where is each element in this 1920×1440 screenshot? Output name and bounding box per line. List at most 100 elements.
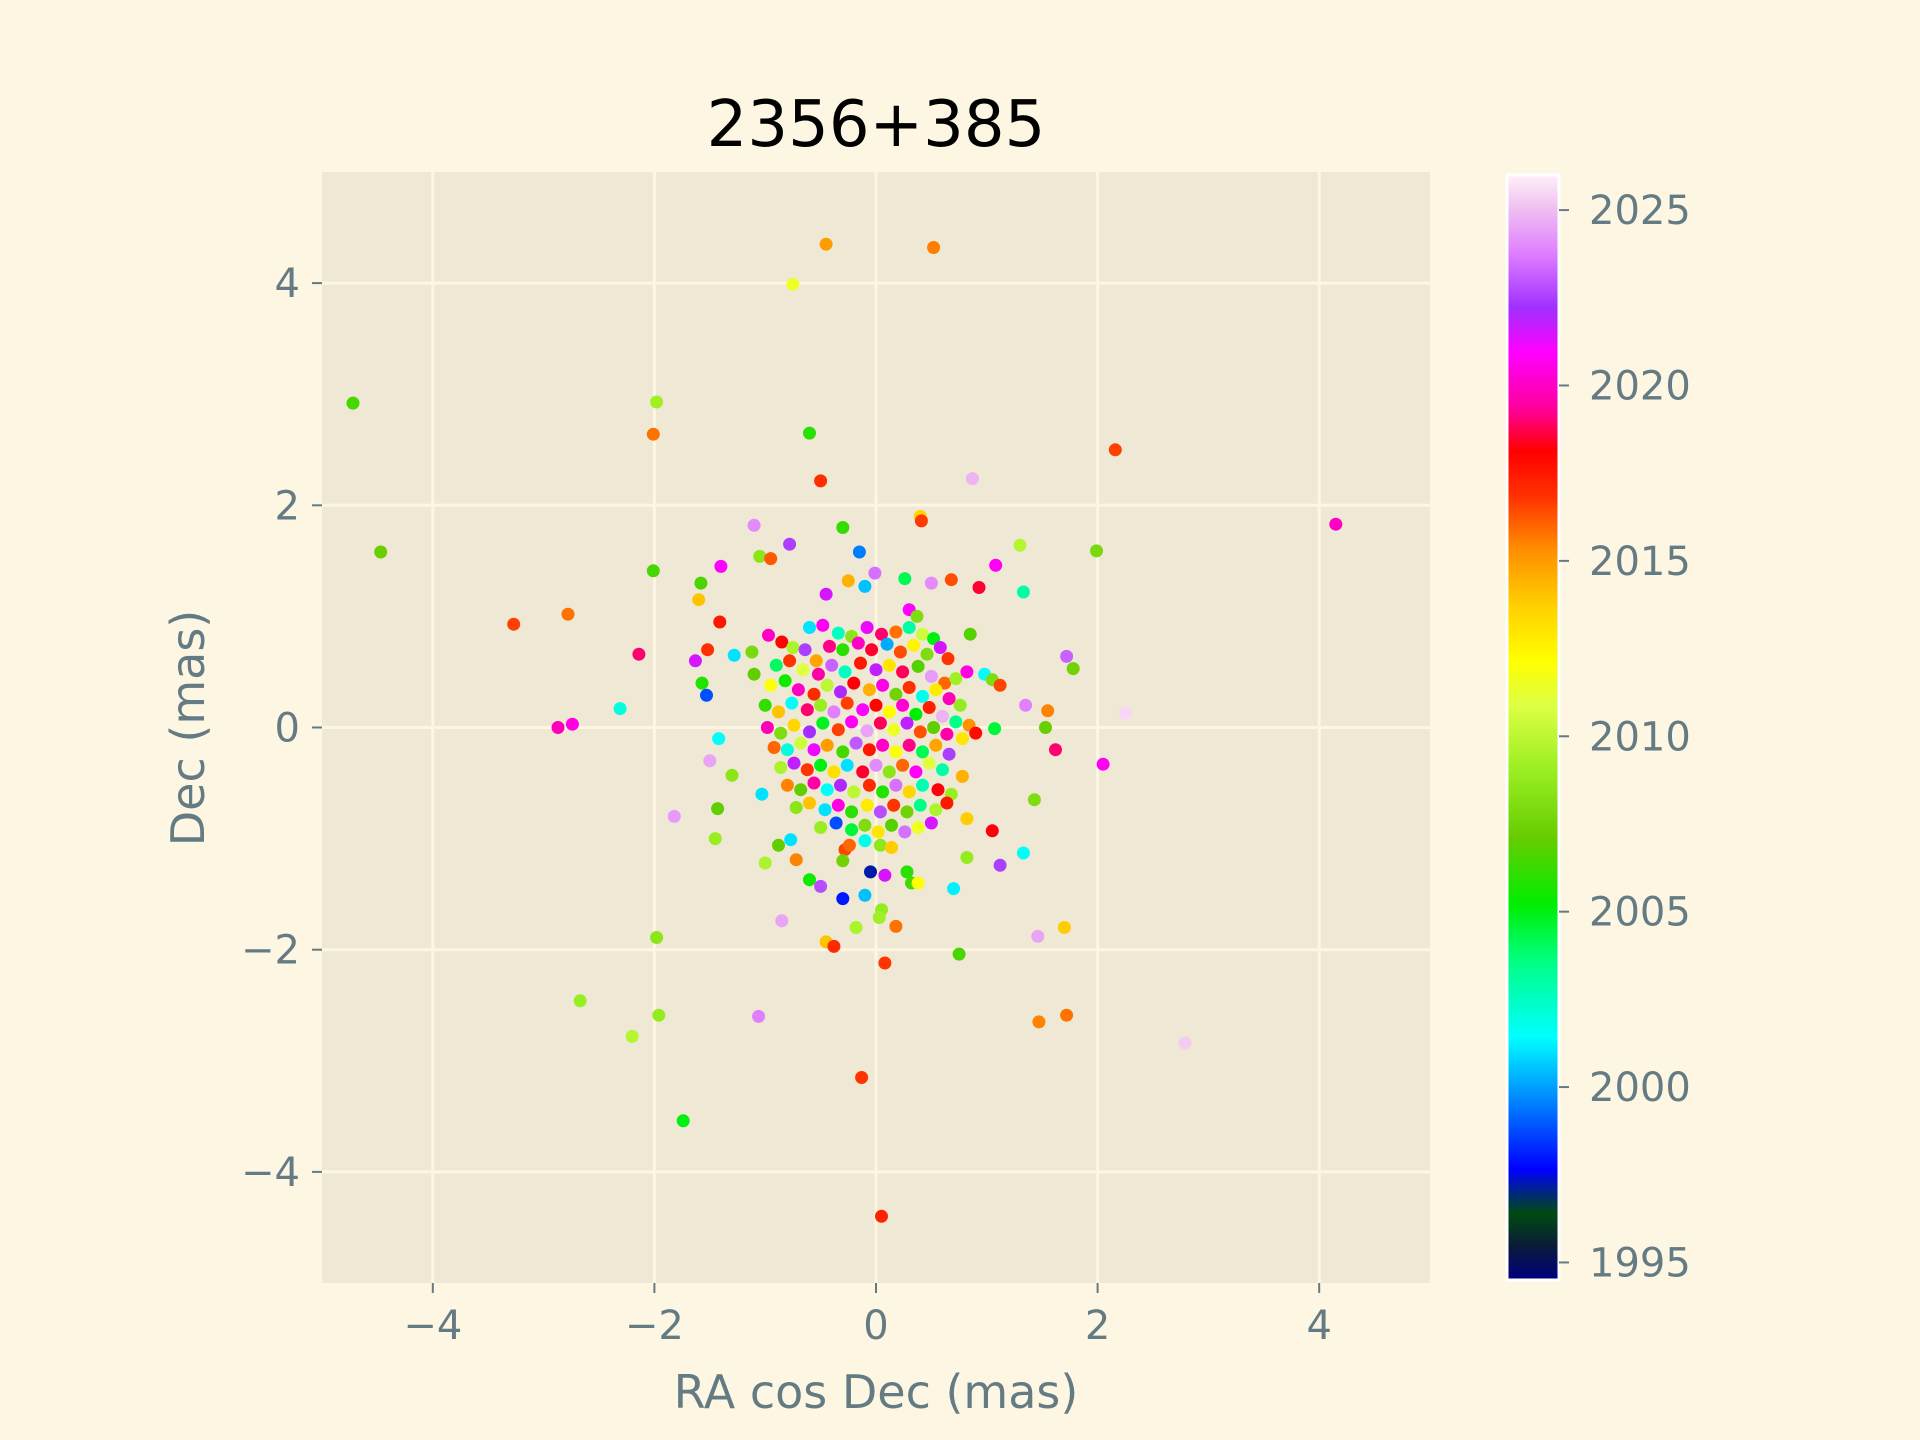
data-point [940, 796, 954, 810]
data-point [786, 277, 800, 291]
data-point [1066, 662, 1080, 676]
data-point [787, 756, 801, 770]
data-point [911, 659, 925, 673]
data-point [862, 778, 876, 792]
data-point [814, 474, 828, 488]
data-point [875, 627, 888, 641]
data-point [882, 765, 896, 779]
data-point [965, 472, 979, 486]
data-point [819, 237, 833, 251]
data-point [868, 566, 882, 580]
data-point [800, 703, 814, 717]
data-point [916, 627, 929, 641]
data-point [573, 994, 587, 1008]
data-point [944, 573, 958, 587]
data-point [865, 643, 879, 657]
data-point [889, 745, 903, 759]
data-point [941, 652, 955, 666]
data-point [811, 667, 825, 681]
data-point [774, 726, 788, 740]
data-point [869, 758, 883, 772]
data-point [783, 654, 797, 668]
x-tick-label: −4 [403, 1303, 462, 1349]
colorbar-tick-label: 2005 [1589, 890, 1691, 936]
data-point [758, 698, 772, 712]
data-point [942, 747, 956, 761]
data-point [1090, 544, 1103, 558]
data-point [1032, 1015, 1046, 1029]
data-point [909, 707, 923, 721]
data-point [1057, 921, 1071, 934]
data-point [860, 621, 874, 634]
data-point [885, 818, 898, 832]
data-point [1019, 698, 1033, 712]
data-point [1178, 1036, 1192, 1050]
data-point [1060, 1008, 1074, 1022]
data-point [878, 868, 892, 882]
data-point [871, 825, 885, 839]
y-tick-label: −2 [241, 928, 300, 974]
data-point [911, 821, 925, 834]
data-point [907, 638, 921, 652]
data-point [778, 674, 792, 688]
data-point [889, 919, 903, 933]
data-point [800, 763, 814, 777]
data-point [747, 667, 761, 681]
colorbar-tick-label: 2010 [1589, 714, 1691, 760]
data-point [809, 654, 823, 668]
data-point [807, 687, 821, 701]
data-point [791, 683, 805, 697]
data-point [747, 518, 761, 532]
data-point [752, 1009, 766, 1023]
data-point [913, 725, 927, 739]
data-point [836, 854, 850, 868]
data-point [969, 726, 983, 740]
data-point [947, 882, 961, 896]
data-point [854, 656, 867, 670]
data-point [1096, 757, 1110, 771]
data-point [836, 745, 850, 759]
data-point [561, 607, 575, 621]
data-point [695, 676, 709, 690]
data-point [876, 738, 890, 752]
data-point [789, 853, 803, 867]
data-point [775, 914, 789, 928]
data-point [646, 427, 660, 441]
data-point [902, 681, 916, 694]
data-point [913, 798, 927, 812]
data-point [858, 818, 872, 832]
data-point [858, 579, 872, 593]
data-point [916, 745, 929, 759]
data-point [845, 715, 859, 729]
data-point [713, 615, 727, 629]
colorbar-ticks: 1995 2000 2005 2010 2015 2020 2025 [1559, 188, 1691, 1286]
data-point [869, 663, 883, 677]
data-point [818, 803, 832, 817]
data-point [960, 851, 974, 864]
data-point [858, 834, 872, 848]
data-point [916, 689, 929, 703]
x-axis-label: RA cos Dec (mas) [674, 1365, 1079, 1419]
data-point [989, 558, 1003, 572]
data-point [885, 841, 898, 854]
data-point [862, 743, 876, 757]
data-point [940, 727, 954, 741]
data-point [831, 723, 845, 737]
data-point [900, 865, 914, 879]
data-point [814, 698, 828, 712]
data-point [902, 738, 916, 752]
data-point [727, 648, 741, 662]
data-point [1013, 538, 1027, 552]
data-point [936, 709, 949, 723]
data-point [902, 785, 916, 799]
data-point [753, 549, 767, 563]
data-point [942, 692, 956, 706]
data-point [650, 395, 664, 409]
data-point [708, 832, 722, 846]
data-point [931, 783, 945, 797]
data-point [924, 669, 938, 683]
y-tick-label: 2 [275, 483, 300, 529]
data-point [780, 743, 794, 757]
data-point [949, 715, 963, 729]
data-point [1031, 929, 1045, 943]
